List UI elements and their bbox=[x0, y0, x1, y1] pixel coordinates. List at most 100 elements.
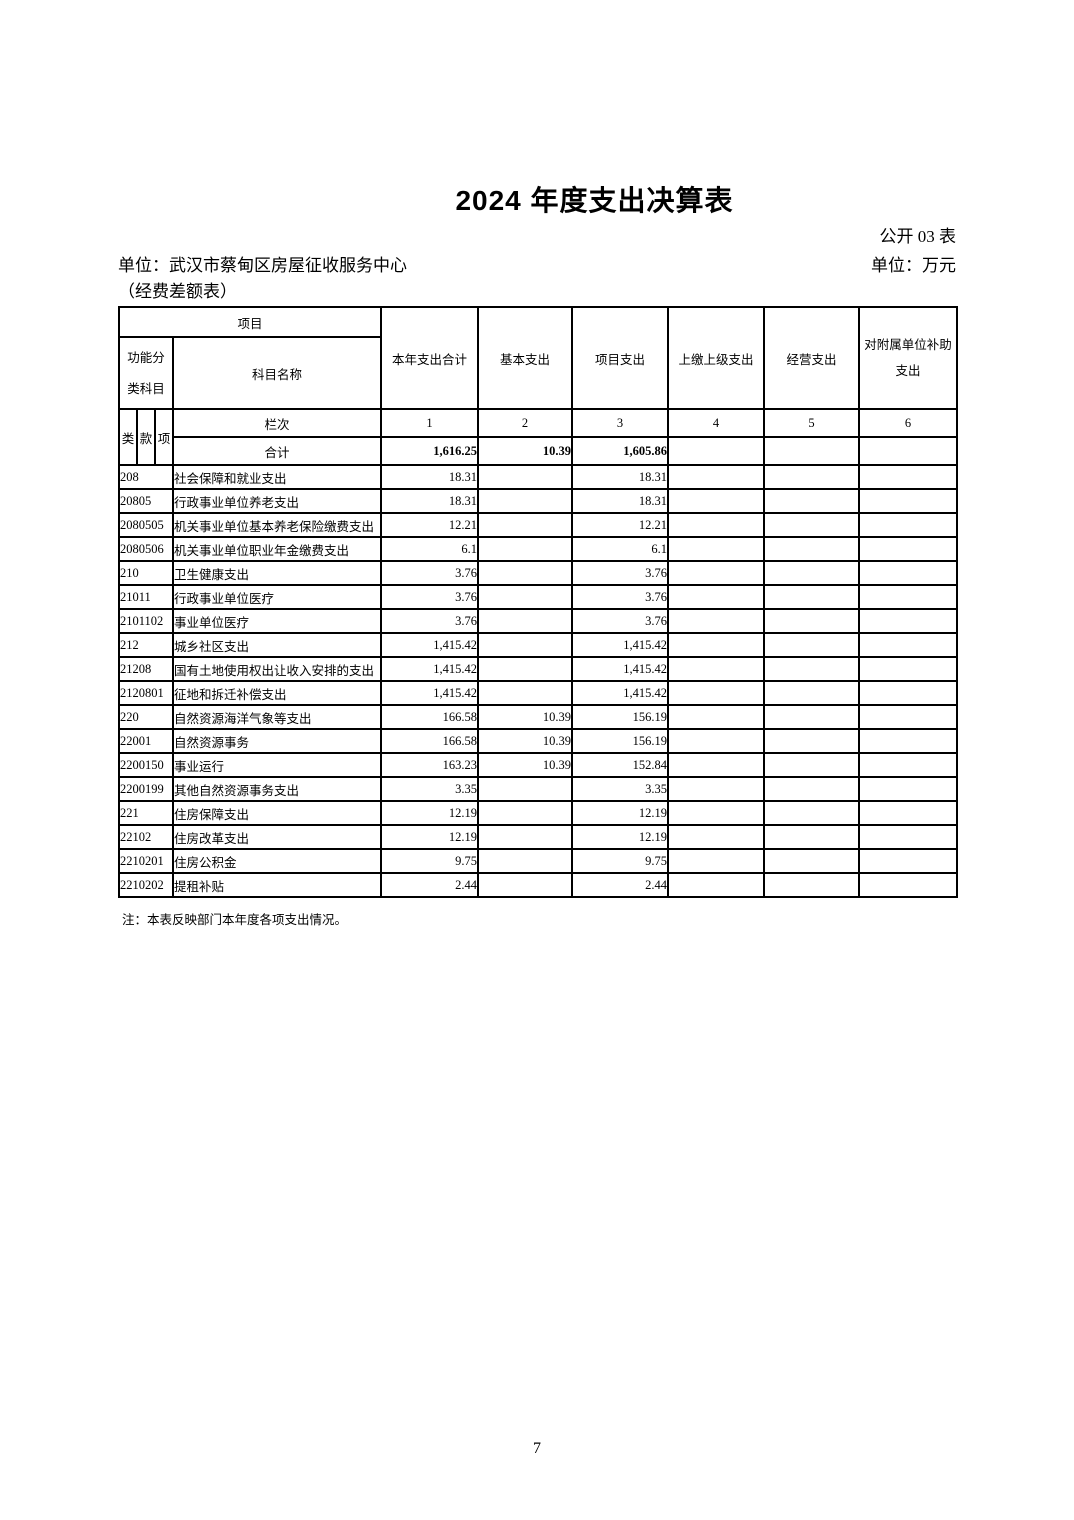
table-row: 2200199 其他自然资源事务支出 3.35 3.35 bbox=[118, 776, 959, 802]
row-value bbox=[858, 824, 959, 850]
row-value: 3.35 bbox=[571, 776, 670, 802]
form-label: 公开 03 表 bbox=[879, 227, 957, 246]
row-value: 12.21 bbox=[380, 512, 480, 538]
row-value bbox=[763, 704, 861, 730]
row-code: 2120801 bbox=[118, 680, 174, 706]
row-code: 210 bbox=[118, 560, 174, 586]
row-name: 行政事业单位医疗 bbox=[171, 584, 383, 610]
row-value bbox=[763, 632, 861, 658]
row-value: 3.76 bbox=[571, 560, 670, 586]
row-value bbox=[477, 536, 574, 562]
code-subcol-xiang: 项 bbox=[157, 431, 171, 446]
row-value bbox=[763, 464, 861, 490]
table-row: 2120801 征地和拆迁补偿支出 1,415.42 1,415.42 bbox=[118, 680, 959, 706]
row-name: 事业单位医疗 bbox=[171, 608, 383, 634]
row-value bbox=[477, 848, 574, 874]
row-value bbox=[763, 728, 861, 754]
row-value bbox=[858, 632, 959, 658]
row-code: 21208 bbox=[118, 656, 174, 682]
column-number: 5 bbox=[763, 408, 861, 438]
row-value: 3.76 bbox=[380, 608, 480, 634]
row-value bbox=[858, 512, 959, 538]
row-value bbox=[763, 848, 861, 874]
row-value bbox=[667, 488, 766, 514]
row-value: 2.44 bbox=[380, 872, 480, 898]
row-value bbox=[667, 704, 766, 730]
header-col-upturned-expenditure: 上缴上级支出 bbox=[667, 306, 766, 410]
row-code: 20805 bbox=[118, 488, 174, 514]
header-col-basic-expenditure: 基本支出 bbox=[477, 306, 574, 410]
row-code: 22102 bbox=[118, 824, 174, 850]
row-value bbox=[667, 800, 766, 826]
row-value: 3.76 bbox=[571, 608, 670, 634]
row-value: 1,415.42 bbox=[380, 680, 480, 706]
header-col-current-year-total: 本年支出合计 bbox=[380, 306, 480, 410]
row-value bbox=[667, 512, 766, 538]
table-row: 212 城乡社区支出 1,415.42 1,415.42 bbox=[118, 632, 959, 658]
row-value: 12.19 bbox=[380, 800, 480, 826]
row-name: 自然资源事务 bbox=[171, 728, 383, 754]
row-value: 10.39 bbox=[477, 752, 574, 778]
row-value bbox=[763, 872, 861, 898]
row-value bbox=[858, 464, 959, 490]
header-func-code: 功能分 类科目 编码 bbox=[118, 336, 174, 410]
column-number: 3 bbox=[571, 408, 670, 438]
footnote: 注：本表反映部门本年度各项支出情况。 bbox=[122, 913, 348, 927]
row-value bbox=[858, 704, 959, 730]
row-code: 221 bbox=[118, 800, 174, 826]
row-value bbox=[858, 800, 959, 826]
header-func-code-line: 类科目 bbox=[127, 382, 165, 396]
row-value bbox=[858, 728, 959, 754]
row-value bbox=[477, 584, 574, 610]
row-value: 152.84 bbox=[571, 752, 670, 778]
row-code: 208 bbox=[118, 464, 174, 490]
table-row: 2200150 事业运行 163.23 10.39 152.84 bbox=[118, 752, 959, 778]
row-value: 156.19 bbox=[571, 728, 670, 754]
row-value: 12.19 bbox=[380, 824, 480, 850]
row-value bbox=[667, 632, 766, 658]
row-value bbox=[667, 872, 766, 898]
row-code: 2210201 bbox=[118, 848, 174, 874]
total-value bbox=[763, 436, 861, 466]
row-value bbox=[667, 608, 766, 634]
row-value: 3.76 bbox=[380, 560, 480, 586]
total-value bbox=[858, 436, 959, 466]
table-subtitle: （经费差额表） bbox=[118, 282, 237, 301]
table-row: 2101102 事业单位医疗 3.76 3.76 bbox=[118, 608, 959, 634]
row-value bbox=[667, 728, 766, 754]
row-value: 9.75 bbox=[380, 848, 480, 874]
row-value: 166.58 bbox=[380, 728, 480, 754]
table-row: 221 住房保障支出 12.19 12.19 bbox=[118, 800, 959, 826]
row-value bbox=[763, 680, 861, 706]
row-name: 征地和拆迁补偿支出 bbox=[171, 680, 383, 706]
table-row: 220 自然资源海洋气象等支出 166.58 10.39 156.19 bbox=[118, 704, 959, 730]
row-value: 12.19 bbox=[571, 824, 670, 850]
row-value bbox=[763, 800, 861, 826]
row-value bbox=[477, 800, 574, 826]
row-value bbox=[477, 512, 574, 538]
column-number: 2 bbox=[477, 408, 574, 438]
row-code: 2080506 bbox=[118, 536, 174, 562]
row-name: 住房公积金 bbox=[171, 848, 383, 874]
row-name: 国有土地使用权出让收入安排的支出 bbox=[171, 656, 383, 682]
row-value: 12.21 bbox=[571, 512, 670, 538]
row-code: 212 bbox=[118, 632, 174, 658]
table-row: 20805 行政事业单位养老支出 18.31 18.31 bbox=[118, 488, 959, 514]
row-value bbox=[477, 464, 574, 490]
table-row: 22102 住房改革支出 12.19 12.19 bbox=[118, 824, 959, 850]
page-title: 2024 年度支出决算表 bbox=[455, 185, 734, 216]
table-row: 22001 自然资源事务 166.58 10.39 156.19 bbox=[118, 728, 959, 754]
row-value bbox=[858, 872, 959, 898]
row-value: 3.35 bbox=[380, 776, 480, 802]
row-value bbox=[667, 560, 766, 586]
total-value: 1,616.25 bbox=[380, 436, 480, 466]
row-code: 2101102 bbox=[118, 608, 174, 634]
column-number: 6 bbox=[858, 408, 959, 438]
row-value: 3.76 bbox=[380, 584, 480, 610]
row-value: 18.31 bbox=[571, 488, 670, 514]
unit-name: 单位：武汉市蔡甸区房屋征收服务中心 bbox=[118, 256, 407, 275]
row-value bbox=[477, 656, 574, 682]
row-value bbox=[763, 560, 861, 586]
row-name: 城乡社区支出 bbox=[171, 632, 383, 658]
row-value bbox=[477, 680, 574, 706]
